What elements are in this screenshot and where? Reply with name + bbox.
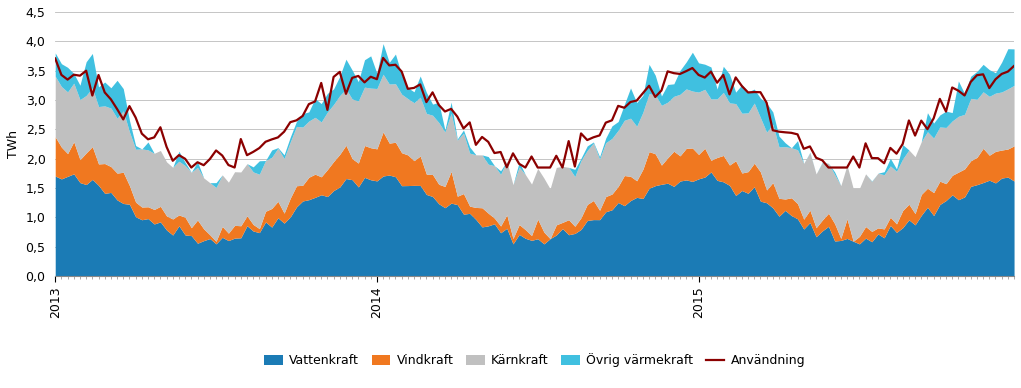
- Legend: Vattenkraft, Vindkraft, Kärnkraft, Övrig värmekraft, Användning: Vattenkraft, Vindkraft, Kärnkraft, Övrig…: [259, 348, 810, 372]
- Y-axis label: TWh: TWh: [7, 130, 20, 158]
